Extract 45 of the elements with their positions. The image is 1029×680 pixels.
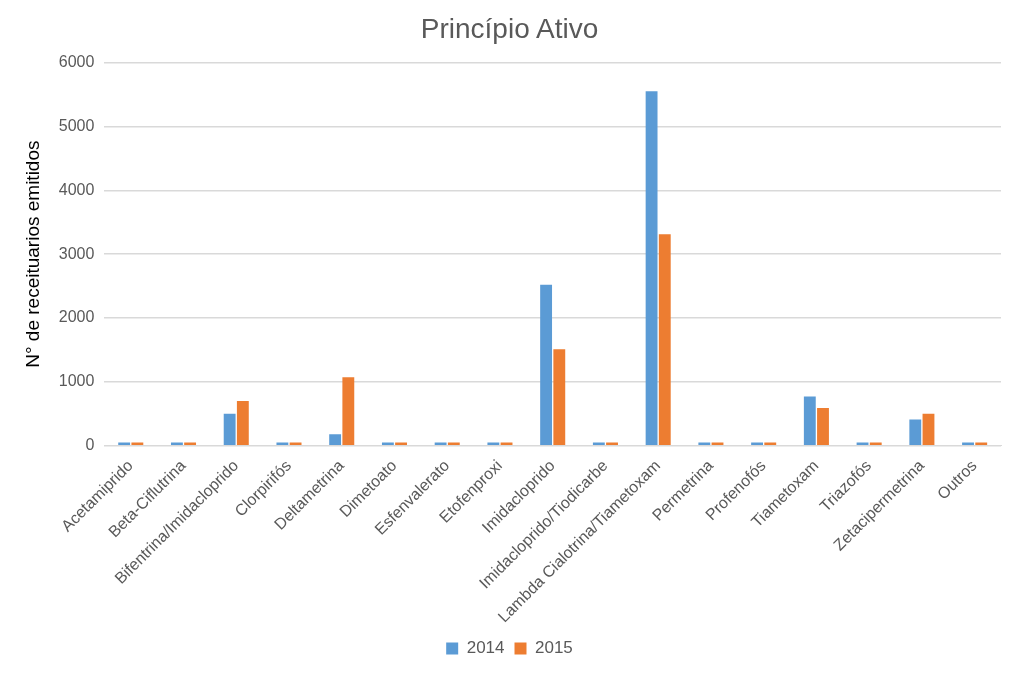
bar	[236, 400, 249, 445]
y-tick-label: 0	[85, 436, 95, 454]
bar	[869, 442, 882, 445]
y-tick-label: 4000	[58, 180, 95, 198]
bar	[658, 234, 671, 445]
y-tick-label: 1000	[58, 372, 95, 390]
bar	[817, 407, 829, 445]
bar	[487, 442, 500, 445]
bar	[395, 442, 407, 445]
bar	[553, 349, 566, 445]
y-tick-label: 3000	[58, 244, 95, 262]
bar	[540, 284, 553, 445]
legend-label: 2015	[535, 638, 573, 658]
y-tick-label: 2000	[58, 308, 95, 326]
bar	[276, 442, 289, 445]
bar	[500, 442, 513, 445]
bar	[711, 442, 724, 445]
bar	[751, 442, 763, 445]
bar	[922, 413, 935, 445]
bar	[342, 377, 355, 445]
chart-title: Princípio Ativo	[420, 12, 599, 44]
bar	[329, 434, 342, 445]
bar	[118, 442, 131, 445]
bar	[645, 91, 658, 445]
bar	[434, 442, 447, 445]
bar	[975, 442, 988, 445]
bar	[698, 442, 711, 445]
bar	[592, 442, 605, 445]
bar	[803, 396, 816, 445]
bar	[184, 442, 197, 445]
bar	[856, 442, 869, 445]
bar	[381, 442, 394, 445]
bar	[447, 442, 460, 445]
bar	[606, 442, 618, 445]
bar	[764, 442, 777, 445]
bar	[223, 413, 236, 445]
legend-label: 2014	[466, 638, 505, 658]
bar	[962, 442, 974, 445]
y-axis-title: N° de receituarios emitidos	[21, 140, 43, 368]
bar	[909, 419, 922, 445]
y-tick-label: 5000	[58, 116, 95, 134]
bar	[289, 442, 302, 445]
bar	[131, 442, 144, 445]
bar	[170, 442, 183, 445]
y-tick-label: 6000	[58, 53, 95, 71]
